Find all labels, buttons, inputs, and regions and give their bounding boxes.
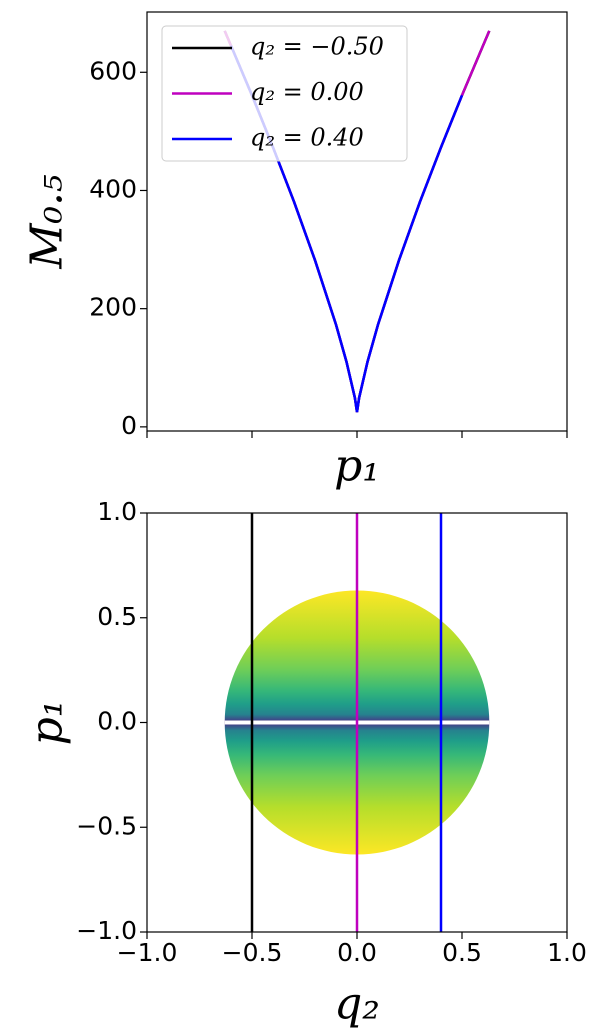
legend-label: q₂ = 0.00 [250, 78, 364, 106]
x-tick-label: 0.5 [442, 938, 482, 967]
x-tick-label: 1.0 [547, 938, 587, 967]
axes-frame [146, 11, 568, 432]
x-axis-label: q₂ [334, 979, 380, 1030]
data-line [229, 45, 464, 413]
y-tick-label: 400 [89, 174, 137, 203]
legend-label: q₂ = −0.50 [250, 33, 384, 61]
x-tick-label: 0.0 [337, 938, 377, 967]
x-tick-label: −1.0 [117, 938, 178, 967]
y-tick-label: −0.5 [76, 811, 137, 840]
y-tick-label: 0.5 [97, 602, 137, 631]
y-axis-label: M₀.₅ [22, 174, 73, 270]
legend-box [161, 25, 408, 162]
x-tick-label: −0.5 [222, 938, 283, 967]
y-tick-label: 200 [89, 293, 137, 322]
y-tick-label: 1.0 [97, 497, 137, 526]
y-tick-label: 0.0 [97, 707, 137, 736]
legend-label: q₂ = 0.40 [250, 124, 364, 152]
y-tick-label: −1.0 [76, 916, 137, 945]
y-tick-label: 0 [121, 411, 137, 440]
y-axis-label: p₁ [22, 700, 73, 746]
y-tick-label: 600 [89, 56, 137, 85]
axes-frame [146, 512, 568, 933]
x-axis-label: p₁ [334, 441, 380, 492]
